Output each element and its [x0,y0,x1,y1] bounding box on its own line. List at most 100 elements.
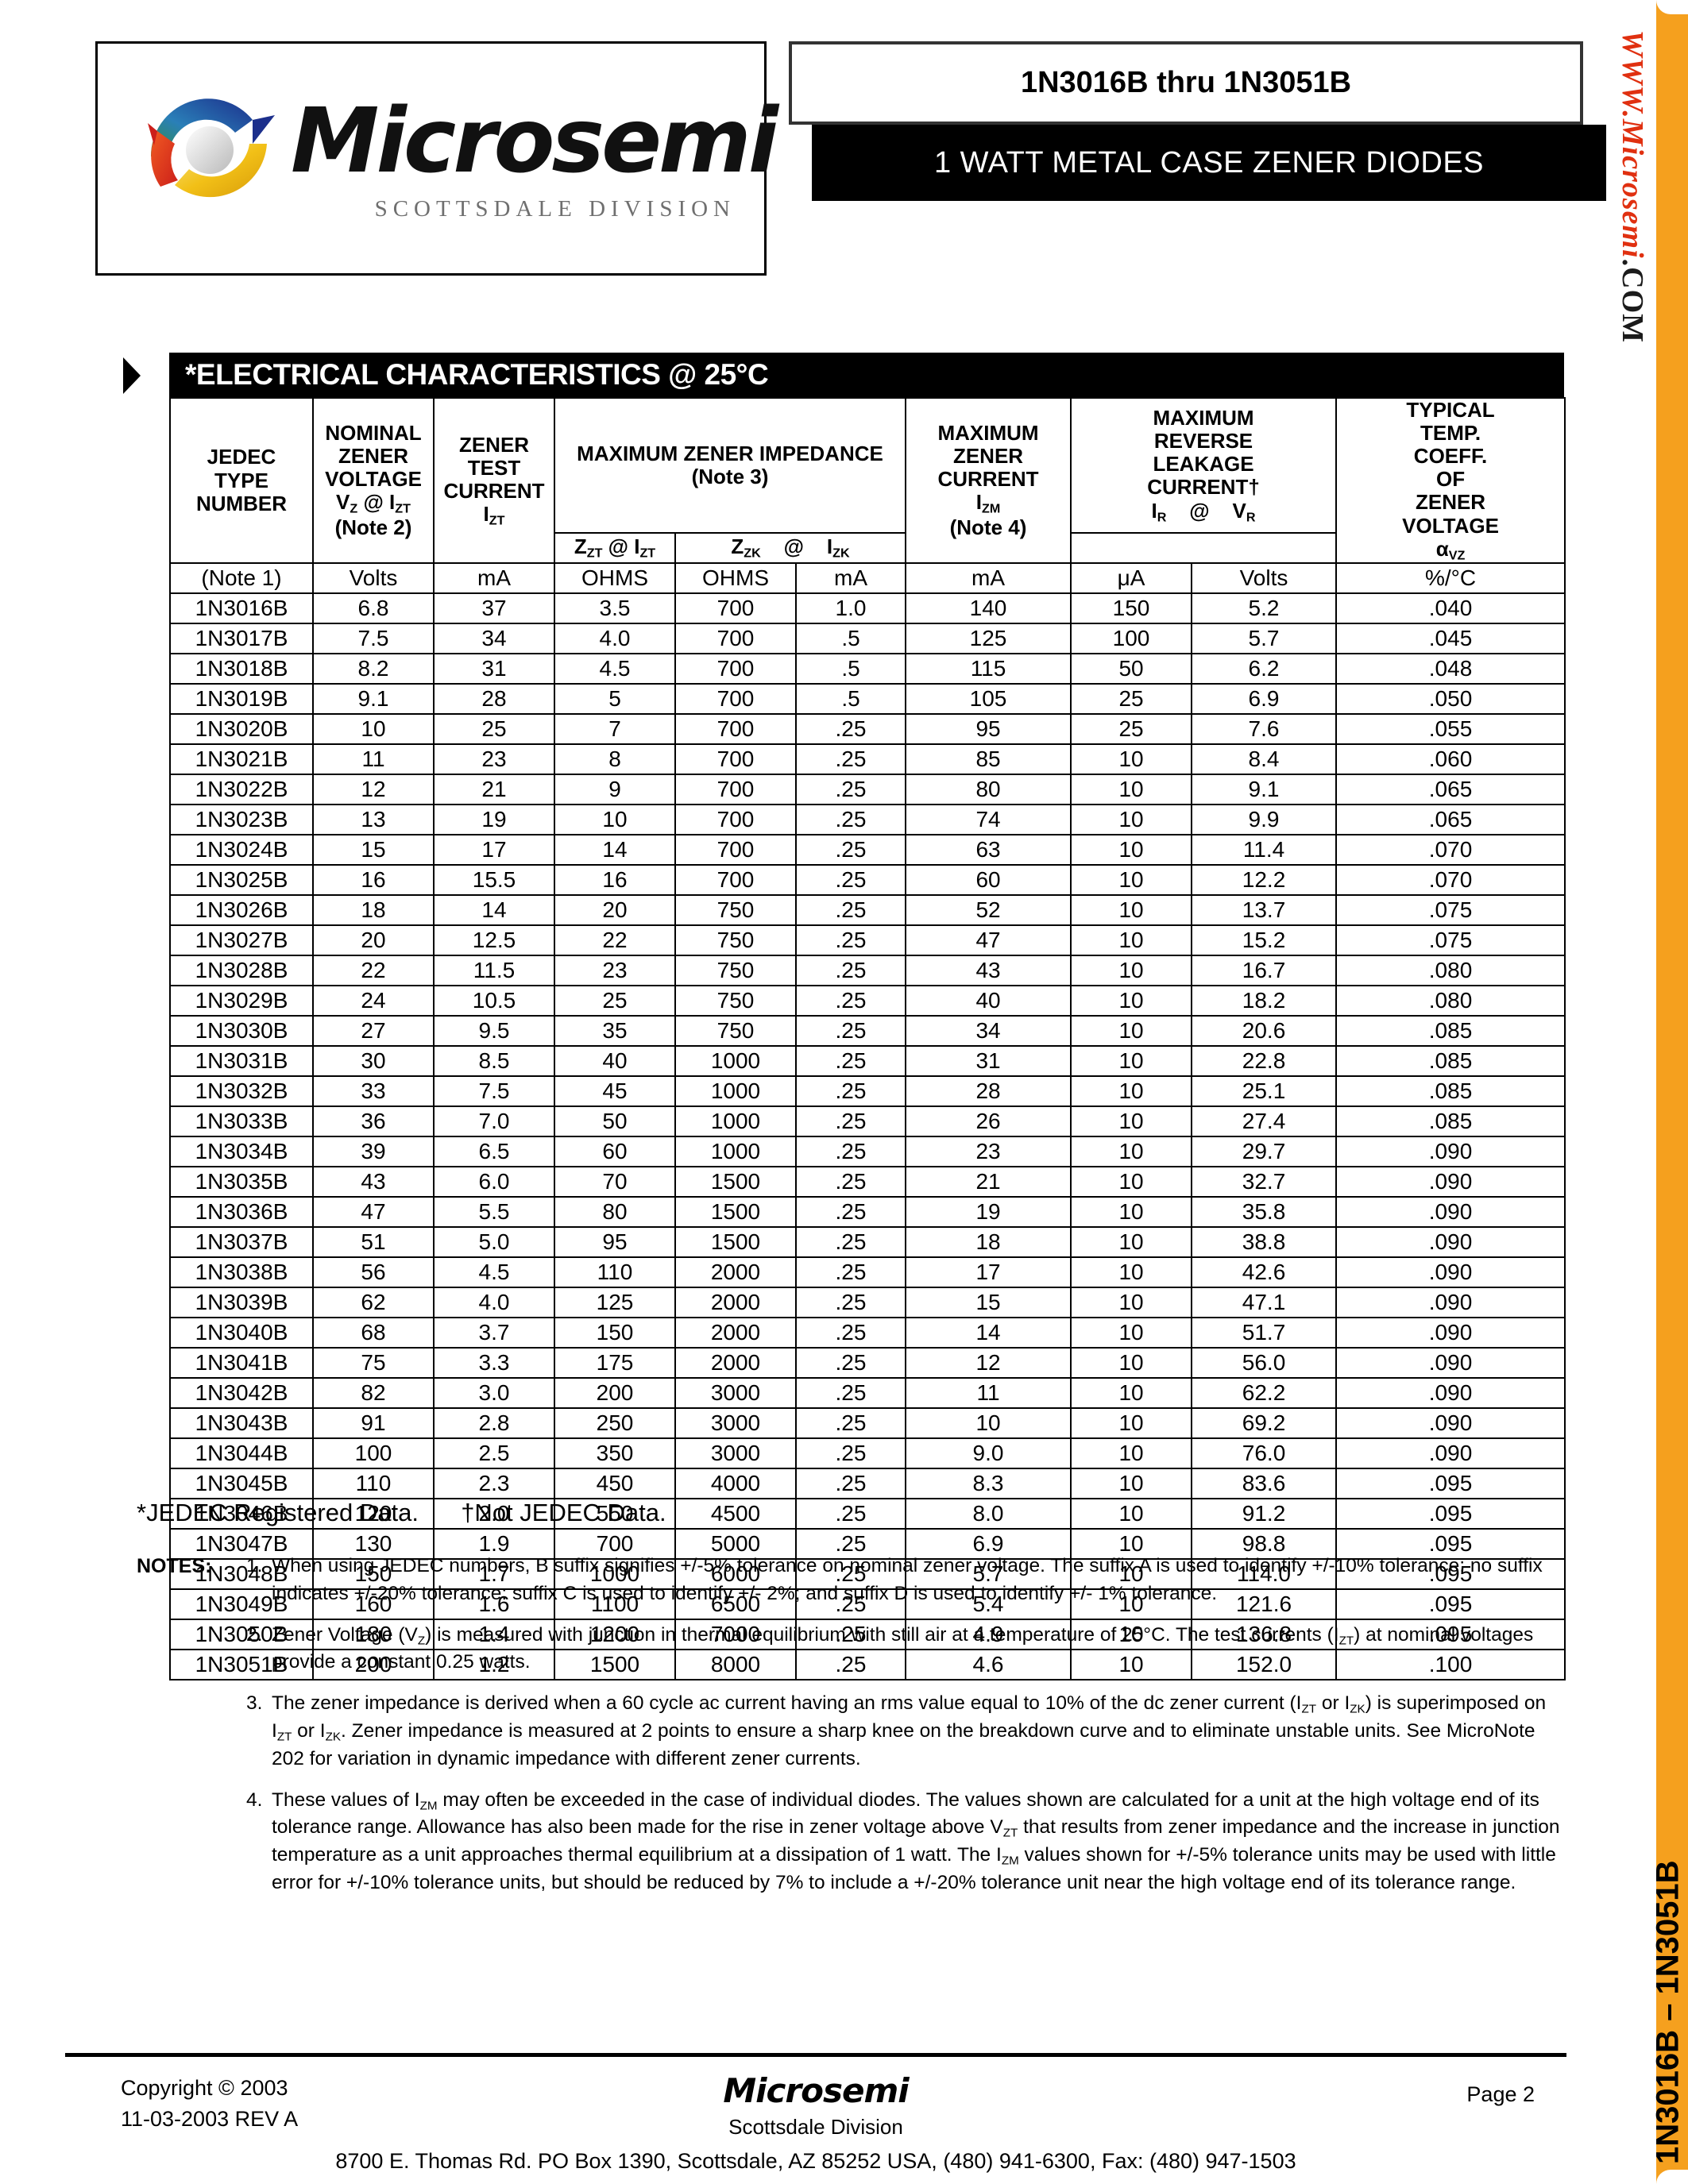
cell-avz: .080 [1335,985,1566,1017]
cell-zzt: 14 [554,834,676,866]
cell-vz: 24 [312,985,435,1017]
note-number: 1. [246,1555,263,1576]
cell-zzt: 23 [554,955,676,987]
cell-izt: 19 [433,804,555,836]
cell-vz: 91 [312,1407,435,1440]
cell-izm: 31 [905,1045,1072,1078]
cell-ir: 10 [1070,1649,1193,1681]
cell-zzt: 7 [554,713,676,746]
page-title: 1N3016B thru 1N3051B [1020,66,1352,99]
section-banner: *ELECTRICAL CHARACTERISTICS @ 25°C [169,353,1564,397]
cell-jedec-type: 1N3030B [169,1015,314,1048]
page-footer: Copyright © 2003 11-03-2003 REV A Micros… [65,2065,1566,2174]
cell-zzk: 4500 [674,1498,797,1530]
cell-izm: 19 [905,1196,1072,1229]
table-row: 1N3028B 22 11.5 23 750.25 43 10 16.7.080 [169,955,1566,987]
cell-vz: 130 [312,1528,435,1561]
cell-izk: .25 [794,1377,907,1410]
footer-division: Scottsdale Division [728,2115,903,2139]
cell-ir: 10 [1070,955,1193,987]
cell-zzt: 3.5 [554,592,676,625]
cell-vr: 51.7 [1191,1317,1338,1349]
cell-izk: .25 [794,1528,907,1561]
table-header-row-sub: ZZT @ IZT ZZK @ IZK [170,532,1565,565]
cell-vz: 9.1 [312,683,435,716]
cell-izm: 15 [905,1287,1072,1319]
cell-izk: .25 [794,924,907,957]
cell-izk: .25 [794,713,907,746]
cell-izm: 21 [905,1166,1072,1198]
cell-vz: 100 [312,1437,435,1470]
th-mzc-note: (Note 4) [949,515,1027,539]
cell-izk: .25 [794,1045,907,1078]
table-row: 1N3031B 30 8.5 40 1000.25 31 10 22.8.085 [169,1045,1566,1078]
note-text: These values of IZM may often be exceede… [272,1788,1560,1893]
th-jedec-label: JEDEC TYPE NUMBER [195,445,288,515]
cell-zzk: 3000 [674,1377,797,1410]
cell-vr: 83.6 [1191,1468,1338,1500]
note-item: 2. Zener Voltage (VZ) is measured with ju… [222,1622,1566,1677]
cell-avz: .080 [1335,955,1566,987]
cell-vz: 7.5 [312,623,435,655]
cell-izm: 80 [905,774,1072,806]
side-website-url: WWW.Microsemi.COM [1615,30,1650,343]
cell-vr: 27.4 [1191,1106,1338,1138]
cell-zzt: 45 [554,1075,676,1108]
cell-jedec-type: 1N3016B [169,592,314,625]
table-row: 1N3040B 68 3.7 150 2000.25 14 10 51.7.090 [169,1317,1566,1349]
cell-izt: 3.7 [433,1317,555,1349]
cell-vr: 91.2 [1191,1498,1338,1530]
cell-izt: 15.5 [433,864,555,897]
cell-ir: 10 [1070,864,1193,897]
cell-ir: 10 [1070,1437,1193,1470]
cell-izm: 60 [905,864,1072,897]
cell-zzt: 4.5 [554,653,676,685]
microsemi-logo-icon [133,68,284,214]
cell-zzt: 1500 [554,1649,676,1681]
cell-zzk: 750 [674,924,797,957]
table-row: 1N3051B 200 1.2 1500 8000.25 4.6 10 152.0.100 [169,1649,1566,1681]
cell-izk: .25 [794,1196,907,1229]
table-header-row-main: JEDEC TYPE NUMBER NOMINAL ZENER VOLTAGE … [169,396,1566,565]
cell-ir: 10 [1070,1075,1193,1108]
th-zzt-izt: ZZT @ IZT [554,532,676,565]
cell-izk: .5 [794,683,907,716]
cell-vz: 13 [312,804,435,836]
cell-izm: 11 [905,1377,1072,1410]
cell-jedec-type: 1N3031B [169,1045,314,1078]
cell-izt: 37 [433,592,555,625]
cell-ir: 10 [1070,1498,1193,1530]
cell-zzt: 20 [554,894,676,927]
cell-izm: 52 [905,894,1072,927]
table-row: 1N3019B 9.1 28 5 700.5 105 25 6.9.050 [169,683,1566,716]
cell-izt: 3.0 [433,1377,555,1410]
cell-zzk: 2000 [674,1347,797,1379]
cell-izt: 2.3 [433,1468,555,1500]
cell-zzk: 750 [674,985,797,1017]
cell-jedec-type: 1N3032B [169,1075,314,1108]
cell-ir: 10 [1070,1256,1193,1289]
cell-izm: 12 [905,1347,1072,1379]
cell-ir: 10 [1070,1136,1193,1168]
cell-ir: 10 [1070,1106,1193,1138]
cell-zzt: 70 [554,1166,676,1198]
th-mzc-label: MAXIMUM ZENER CURRENT [937,421,1039,492]
cell-ir: 150 [1070,592,1193,625]
cell-izt: 2.8 [433,1407,555,1440]
cell-avz: .095 [1335,1498,1566,1530]
cell-vr: 114.0 [1191,1558,1338,1591]
cell-vr: 152.0 [1191,1649,1338,1681]
cell-izt: 14 [433,894,555,927]
cell-zzk: 1000 [674,1136,797,1168]
side-url-www: WWW. [1616,29,1649,119]
cell-izt: 2.5 [433,1437,555,1470]
cell-izk: .25 [794,1437,907,1470]
cell-ir: 10 [1070,894,1193,927]
cell-zzt: 150 [554,1317,676,1349]
cell-zzk: 700 [674,743,797,776]
cell-izm: 28 [905,1075,1072,1108]
part-number-title-box: 1N3016B thru 1N3051B [789,41,1583,125]
cell-avz: .090 [1335,1317,1566,1349]
cell-vz: 160 [312,1588,435,1621]
table-row: 1N3035B 43 6.0 70 1500.25 21 10 32.7.090 [169,1166,1566,1198]
